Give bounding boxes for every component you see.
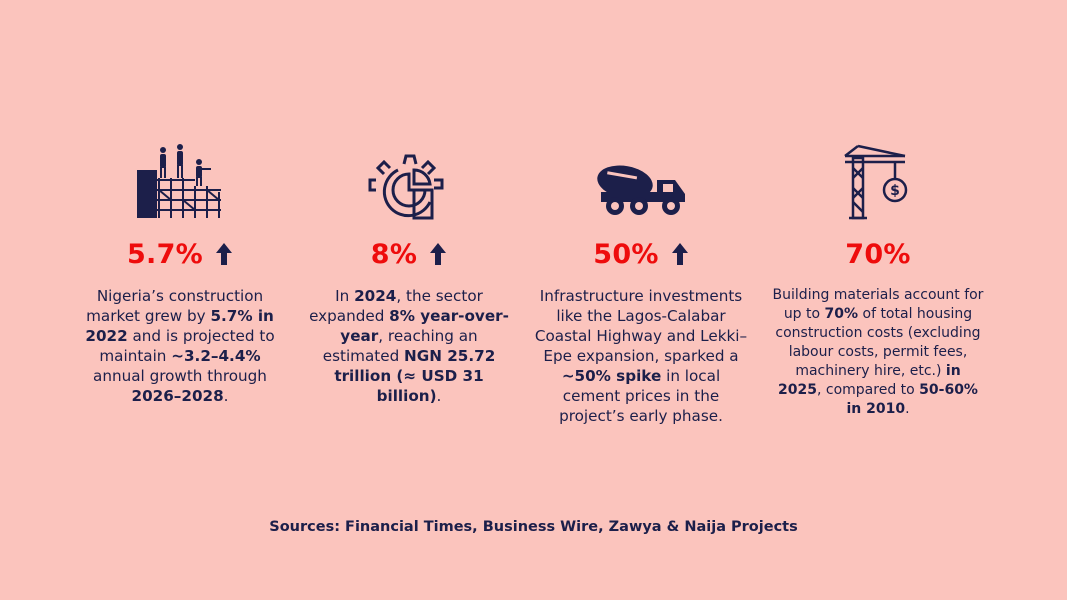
description-text: , compared to [816,382,920,398]
crane-money-icon: $ [772,140,984,220]
stat-description: In 2024, the sector expanded 8% year-ove… [307,286,511,406]
description-text: and is projected to maintain [99,327,275,365]
highlight-text: ~3.2–4.4% [171,347,261,365]
highlight-text: in 2025 [778,363,961,398]
stat-card-cement-prices: 50% Infrastructure investments like the … [533,140,749,426]
description-text: of total housing construction costs (exc… [775,306,981,379]
description-text: Nigeria’s construction market grew by [86,287,264,325]
description-text: , the sector expanded [309,287,483,325]
description-text: . [223,387,229,405]
stat-value: 70% [845,238,911,270]
stat-card-sector-expansion: 8% In 2024, the sector expanded 8% year-… [307,140,511,406]
highlight-text: 8% year-over-year [340,307,509,345]
description-text: , reaching an estimated [322,327,478,365]
description-text: . [905,401,910,417]
highlight-text: 50-60% in 2010 [846,382,978,417]
description-text: Infrastructure investments like the Lago… [534,287,748,365]
highlight-text: 70% [824,306,859,322]
stat-value: 8% [370,238,418,270]
description-text: annual growth through [93,367,267,385]
construction-workers-scaffold-icon [75,140,285,220]
highlight-text: 2026–2028 [131,387,224,405]
highlight-text: 2024 [354,287,397,305]
up-arrow-icon [216,243,233,265]
description-text: In [335,287,355,305]
stat-description: Infrastructure investments like the Lago… [533,286,749,426]
stat-card-construction-growth: 5.7% Nigeria’s construction market grew … [75,140,285,406]
description-text: in local cement prices in the project’s … [559,367,723,425]
gear-pie-chart-icon [307,140,511,220]
stat-card-building-materials: $ 70% Building materials account for up … [772,140,984,419]
description-text: . [436,387,442,405]
sources-footer: Sources: Financial Times, Business Wire,… [269,519,798,535]
highlight-text: NGN 25.72 trillion (≈ USD 31 billion) [334,347,496,405]
stat-description: Nigeria’s construction market grew by 5.… [75,286,285,406]
up-arrow-icon [430,243,447,265]
description-text: Building materials account for up to [772,287,984,322]
stat-description: Building materials account for up to 70%… [772,286,984,419]
cement-mixer-truck-icon [533,140,749,220]
up-arrow-icon [671,243,688,265]
highlight-text: ~50% spike [561,367,662,385]
stat-value: 5.7% [126,238,204,270]
svg-text:$: $ [890,183,900,199]
highlight-text: 5.7% in 2022 [85,307,274,345]
stat-value: 50% [593,238,659,270]
